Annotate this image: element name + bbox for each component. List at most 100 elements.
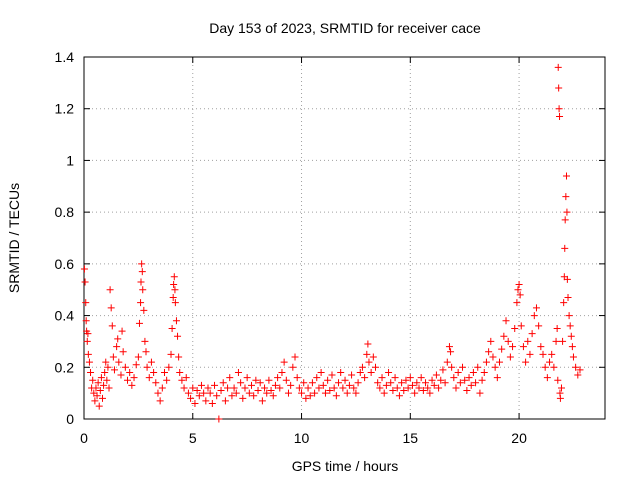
data-point [356, 368, 364, 376]
data-point [282, 376, 290, 384]
data-point [564, 293, 572, 301]
data-point [263, 389, 271, 397]
data-point [280, 358, 288, 366]
data-point [261, 384, 269, 392]
data-point [87, 368, 95, 376]
data-point [252, 376, 260, 384]
data-point [113, 343, 121, 351]
data-point [428, 376, 436, 384]
data-point [361, 374, 369, 382]
data-point [84, 330, 92, 338]
data-point [250, 392, 258, 400]
data-point [524, 337, 532, 345]
data-point [572, 363, 580, 371]
data-point [117, 371, 125, 379]
data-point [163, 376, 171, 384]
data-point [516, 291, 524, 299]
data-point [343, 389, 351, 397]
data-point [515, 281, 523, 289]
data-point [498, 345, 506, 353]
data-point [402, 376, 410, 384]
data-point [467, 381, 475, 389]
data-point [101, 368, 109, 376]
data-point [395, 392, 403, 400]
y-tick-label: 0.4 [55, 308, 75, 324]
x-tick-label: 10 [294, 430, 310, 446]
data-point [187, 394, 195, 402]
data-point [354, 379, 362, 387]
data-point [546, 358, 554, 366]
data-point [541, 363, 549, 371]
data-point [419, 387, 427, 395]
data-point [576, 366, 584, 374]
data-point [480, 368, 488, 376]
data-point [367, 368, 375, 376]
data-point [141, 337, 149, 345]
data-point [517, 322, 525, 330]
data-point [245, 389, 253, 397]
data-point [476, 389, 484, 397]
data-point [89, 376, 97, 384]
data-point [422, 379, 430, 387]
data-point [150, 368, 158, 376]
data-point [426, 389, 434, 397]
data-point [565, 312, 573, 320]
data-point [92, 384, 100, 392]
data-point [398, 379, 406, 387]
data-point [459, 363, 467, 371]
data-point [128, 381, 136, 389]
data-point [80, 265, 88, 273]
data-point [254, 387, 262, 395]
plot-frame [83, 56, 606, 420]
data-point [452, 384, 460, 392]
data-point [514, 286, 522, 294]
data-point [221, 397, 229, 405]
data-point [200, 389, 208, 397]
data-point [385, 368, 393, 376]
data-point [562, 172, 570, 180]
data-point [568, 343, 576, 351]
data-point [447, 348, 455, 356]
data-point [180, 384, 188, 392]
data-point [569, 353, 577, 361]
data-point [313, 374, 321, 382]
data-point [469, 368, 477, 376]
data-point [502, 317, 510, 325]
data-point [170, 273, 178, 281]
data-point [566, 322, 574, 330]
data-point [519, 343, 527, 351]
data-point [369, 353, 377, 361]
data-point [106, 286, 114, 294]
data-point [560, 299, 568, 307]
data-point [276, 384, 284, 392]
data-point [147, 358, 155, 366]
data-point [152, 379, 160, 387]
data-point [371, 363, 379, 371]
data-point [411, 389, 419, 397]
data-point [380, 389, 388, 397]
data-point [448, 363, 456, 371]
data-point [85, 358, 93, 366]
data-point [328, 371, 336, 379]
data-point [228, 392, 236, 400]
data-point [406, 374, 414, 382]
data-point [555, 84, 563, 92]
data-point [108, 322, 116, 330]
data-point [435, 384, 443, 392]
data-point [417, 374, 425, 382]
data-point [408, 381, 416, 389]
data-point [304, 384, 312, 392]
data-point [171, 299, 179, 307]
data-point [119, 348, 127, 356]
data-point [350, 384, 358, 392]
data-point [553, 325, 561, 332]
data-point [208, 399, 216, 407]
data-point [145, 374, 153, 382]
data-point [291, 353, 299, 361]
data-point [337, 368, 345, 376]
data-point [302, 394, 310, 402]
data-point [154, 389, 162, 397]
data-point [345, 381, 353, 389]
data-point [461, 376, 469, 384]
